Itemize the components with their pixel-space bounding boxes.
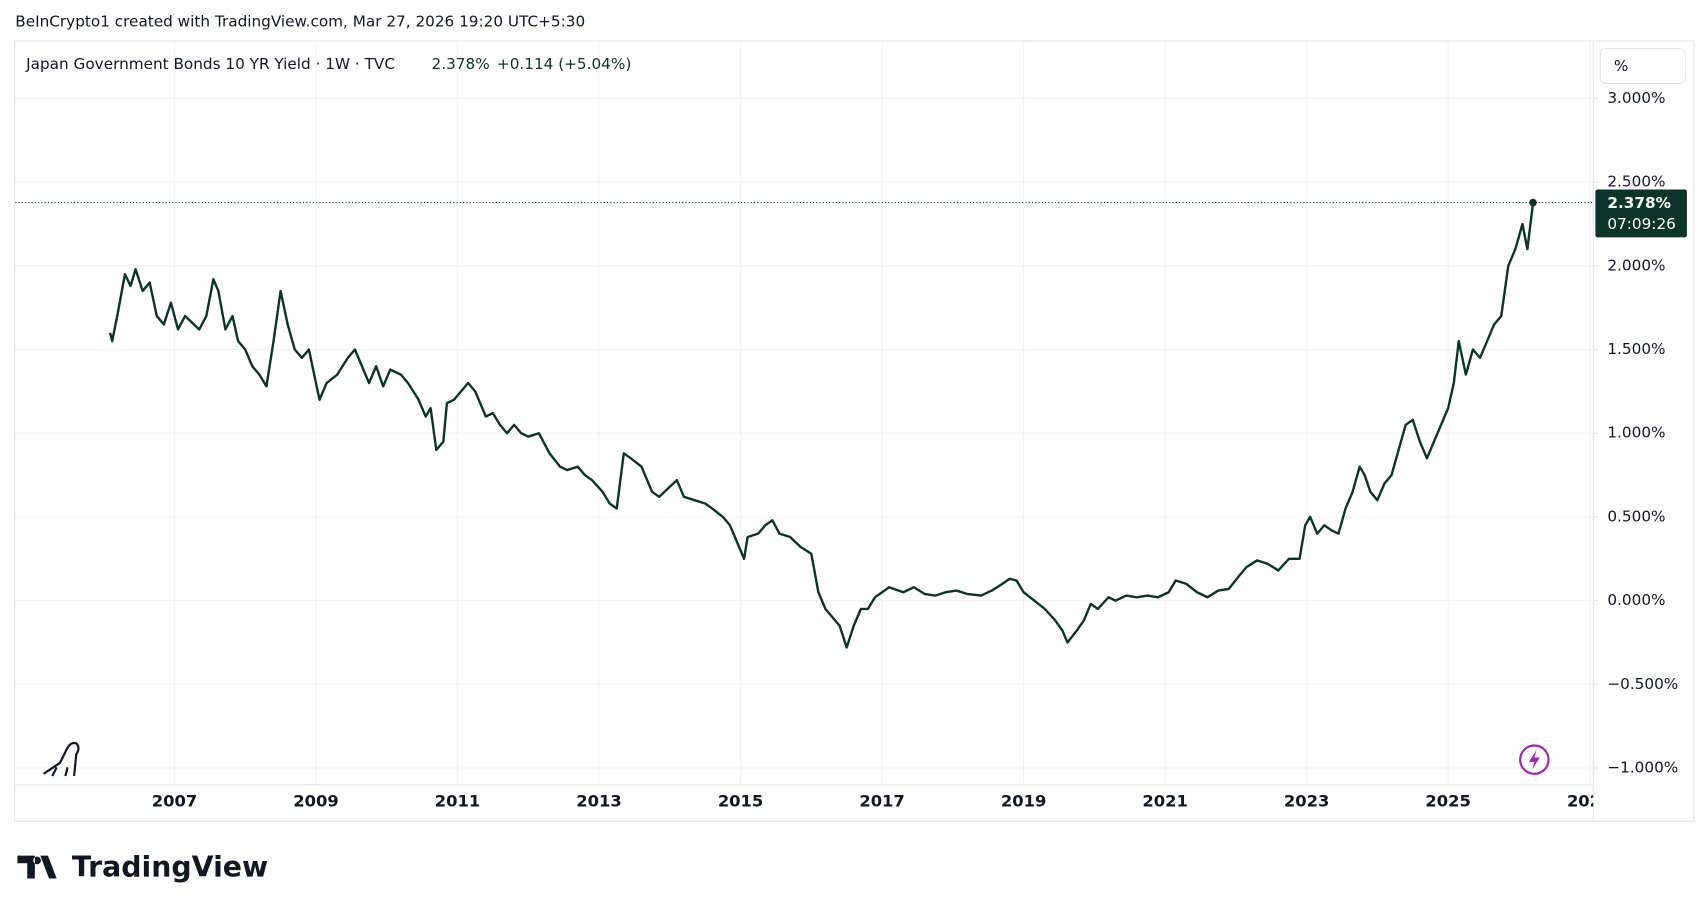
x-tick-label: 2015 [718,792,763,811]
y-tick-label: −1.000% [1607,758,1678,776]
y-tick-label: 1.500% [1607,340,1665,358]
x-tick-label: 2019 [1001,792,1046,811]
series [15,198,1594,649]
unit-button-label[interactable]: % [1614,57,1629,75]
x-tick-label: 2027 [1567,792,1612,811]
countdown-label: 07:09:26 [1607,215,1676,233]
y-axis: 3.000% 2.500% 2.000% 1.500% 1.000% 0.500% 0.00… [1593,89,1678,776]
chart-frame [14,40,1695,822]
logo: TradingView [17,851,268,884]
y-tick-label: 3.000% [1607,89,1665,107]
symbol-title: Japan Government Bonds 10 YR Yield · 1W … [25,55,395,73]
y-tick-label: 2.500% [1607,173,1665,191]
logo-text: TradingView [72,851,268,884]
yield-line [108,202,1535,649]
last-price: 2.378% [432,55,490,73]
y-tick-label: 1.000% [1607,424,1665,442]
attribution: BeInCrypto1 created with TradingView.com… [15,12,585,30]
unit-button[interactable] [1599,48,1686,85]
price-change: +0.114 (+5.04%) [497,55,631,73]
x-tick-label: 2009 [293,792,338,811]
dino-icon [42,741,80,777]
y-tick-label: 0.000% [1607,591,1665,609]
price-label: 2.378% [1607,194,1671,212]
price-label-box [1595,189,1687,238]
y-tick-label: 0.500% [1607,507,1665,525]
x-tick-label: 2021 [1142,792,1187,811]
y-tick-label: −0.500% [1607,675,1678,693]
last-point [1529,198,1537,207]
y-tick-label: 2.000% [1607,256,1665,274]
grid [15,41,1594,785]
lightning-icon[interactable] [1519,744,1550,775]
x-tick-label: 2007 [152,792,197,811]
x-tick-label: 2011 [435,792,480,811]
x-tick-label: 2013 [576,792,621,811]
x-axis: 2007 2009 2011 2013 2015 2017 2019 2021 2023 2025… [152,792,1612,811]
x-tick-label: 2023 [1284,792,1329,811]
x-tick-label: 2017 [859,792,904,811]
x-tick-label: 2025 [1425,792,1470,811]
